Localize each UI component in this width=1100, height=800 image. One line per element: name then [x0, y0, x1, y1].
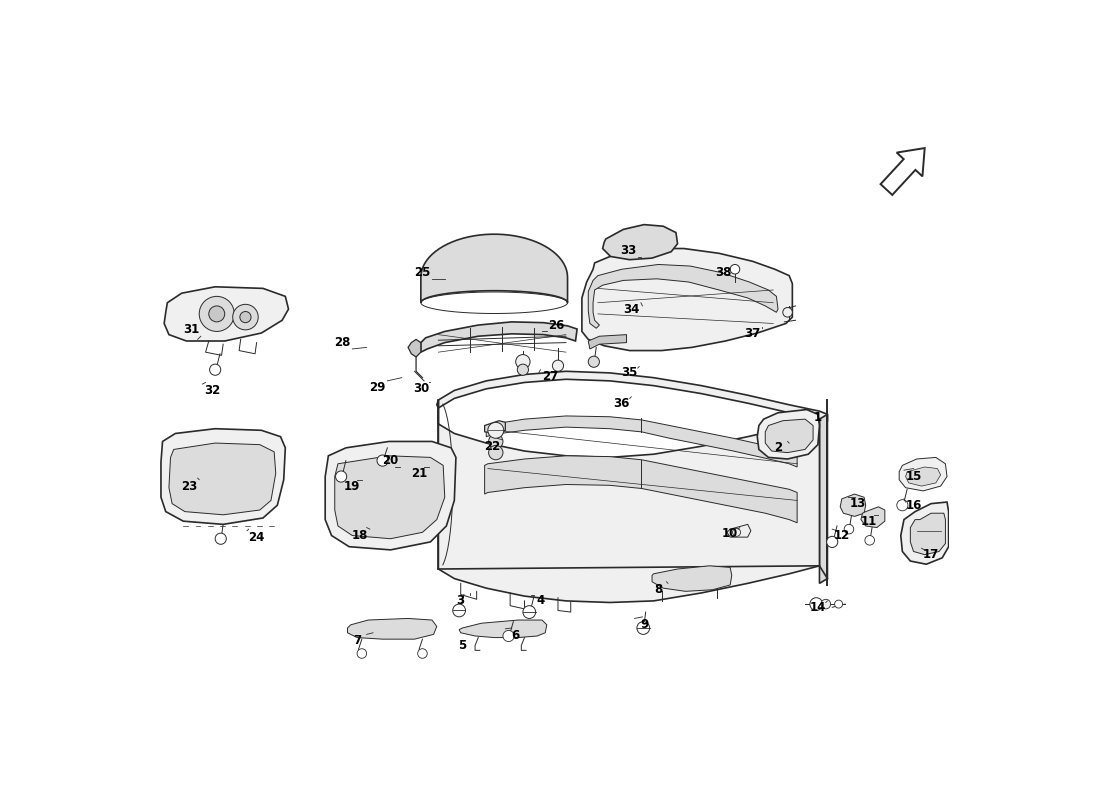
Polygon shape	[408, 339, 421, 357]
Circle shape	[358, 649, 366, 658]
Circle shape	[199, 296, 234, 331]
Text: 3: 3	[456, 594, 465, 607]
Circle shape	[588, 356, 600, 367]
Text: 1: 1	[814, 411, 822, 424]
Text: 20: 20	[383, 454, 398, 467]
Circle shape	[637, 622, 650, 634]
Text: 27: 27	[542, 370, 558, 382]
Text: 18: 18	[352, 529, 368, 542]
Circle shape	[216, 533, 227, 544]
Circle shape	[503, 630, 514, 642]
Circle shape	[522, 606, 536, 618]
Text: 2: 2	[774, 442, 782, 454]
Polygon shape	[582, 249, 792, 350]
Polygon shape	[757, 410, 820, 459]
Polygon shape	[421, 322, 578, 352]
Text: 22: 22	[484, 440, 500, 453]
Circle shape	[896, 500, 907, 511]
Text: 5: 5	[459, 639, 466, 652]
Polygon shape	[169, 443, 276, 515]
Text: 11: 11	[861, 514, 877, 528]
Polygon shape	[766, 419, 813, 453]
Polygon shape	[348, 618, 437, 639]
Text: 33: 33	[620, 244, 636, 257]
Circle shape	[516, 354, 530, 369]
Polygon shape	[652, 566, 732, 591]
Text: 26: 26	[548, 318, 564, 331]
Circle shape	[418, 649, 427, 658]
Text: 14: 14	[810, 601, 826, 614]
Polygon shape	[334, 456, 444, 538]
Text: 4: 4	[537, 594, 544, 607]
Polygon shape	[164, 286, 288, 341]
Circle shape	[487, 422, 504, 438]
Polygon shape	[911, 514, 945, 554]
Polygon shape	[861, 507, 884, 527]
Text: 25: 25	[415, 266, 430, 279]
Text: 8: 8	[654, 583, 662, 596]
Polygon shape	[881, 148, 925, 195]
Polygon shape	[485, 456, 798, 522]
Circle shape	[552, 360, 563, 371]
Text: 37: 37	[745, 326, 760, 339]
Polygon shape	[439, 400, 820, 602]
Circle shape	[453, 604, 465, 617]
Text: 35: 35	[621, 366, 638, 379]
Text: 38: 38	[716, 266, 732, 279]
Text: 29: 29	[370, 381, 386, 394]
Circle shape	[517, 364, 528, 375]
Circle shape	[488, 446, 503, 460]
Polygon shape	[588, 334, 627, 349]
Text: 16: 16	[905, 498, 922, 512]
Text: 15: 15	[905, 470, 922, 483]
Polygon shape	[161, 429, 285, 524]
Polygon shape	[588, 265, 778, 328]
Polygon shape	[421, 234, 568, 302]
Circle shape	[233, 304, 258, 330]
Text: 9: 9	[640, 618, 648, 631]
Text: 17: 17	[923, 548, 939, 561]
Polygon shape	[905, 467, 940, 486]
Text: 6: 6	[510, 629, 519, 642]
Polygon shape	[840, 494, 866, 516]
Text: 24: 24	[249, 530, 265, 544]
Text: 19: 19	[344, 479, 361, 493]
Circle shape	[783, 307, 792, 317]
Text: 12: 12	[834, 529, 850, 542]
Text: 13: 13	[849, 497, 866, 510]
Circle shape	[844, 524, 854, 534]
Text: 31: 31	[183, 323, 199, 336]
Text: 21: 21	[411, 467, 428, 480]
Circle shape	[826, 536, 838, 547]
Circle shape	[488, 434, 503, 449]
Text: 30: 30	[412, 382, 429, 395]
Circle shape	[730, 265, 739, 274]
Circle shape	[240, 311, 251, 322]
Text: 34: 34	[623, 302, 639, 316]
Polygon shape	[603, 225, 678, 260]
Polygon shape	[899, 458, 947, 491]
Text: 36: 36	[614, 397, 630, 410]
Polygon shape	[820, 414, 827, 583]
Circle shape	[835, 600, 843, 608]
Text: 7: 7	[353, 634, 361, 647]
Circle shape	[377, 455, 388, 466]
Circle shape	[336, 471, 346, 482]
Circle shape	[210, 364, 221, 375]
Polygon shape	[326, 442, 455, 550]
Polygon shape	[486, 416, 798, 467]
Circle shape	[865, 535, 874, 545]
Circle shape	[733, 528, 740, 536]
Polygon shape	[437, 371, 827, 421]
Polygon shape	[459, 620, 547, 638]
Text: 32: 32	[204, 384, 220, 397]
Text: 23: 23	[182, 479, 198, 493]
Text: 28: 28	[334, 336, 351, 349]
Circle shape	[810, 598, 823, 610]
Circle shape	[821, 599, 830, 609]
Text: 10: 10	[722, 527, 738, 541]
Polygon shape	[901, 502, 948, 564]
Circle shape	[209, 306, 224, 322]
Polygon shape	[485, 421, 505, 434]
